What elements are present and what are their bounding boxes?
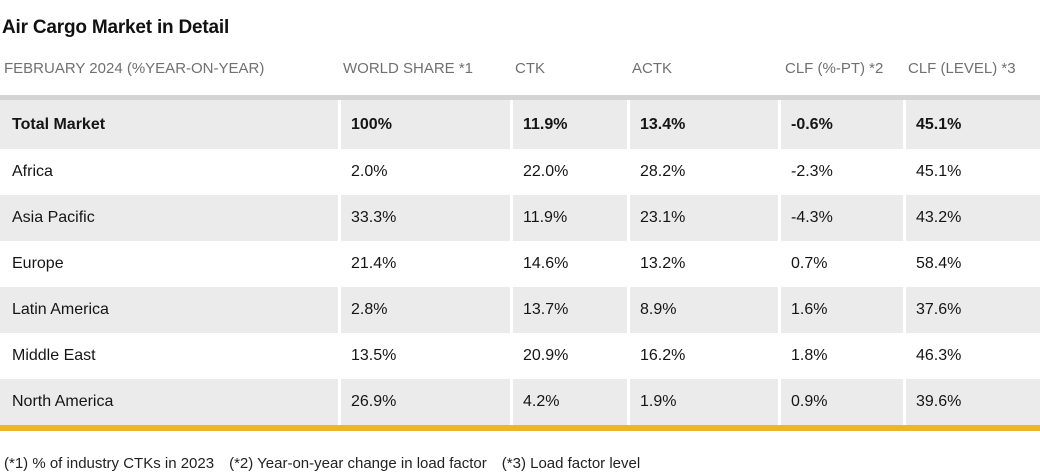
- cell-world-share: 2.8%: [341, 287, 513, 333]
- cell-clf-pt: 1.6%: [781, 287, 906, 333]
- cell-clf-pt: 0.9%: [781, 379, 906, 425]
- cell-actk: 16.2%: [630, 333, 781, 379]
- cell-ctk: 20.9%: [513, 333, 630, 379]
- cell-clf-pt: -0.6%: [781, 100, 906, 149]
- header-clf-level: CLF (LEVEL) *3: [908, 60, 1016, 77]
- data-table: Total Market 100% 11.9% 13.4% -0.6% 45.1…: [0, 95, 1040, 431]
- cell-clf-pt: -4.3%: [781, 195, 906, 241]
- table-row-europe: Europe 21.4% 14.6% 13.2% 0.7% 58.4%: [0, 241, 1040, 287]
- cell-ctk: 14.6%: [513, 241, 630, 287]
- cell-world-share: 21.4%: [341, 241, 513, 287]
- cell-clf-level: 45.1%: [916, 116, 962, 133]
- cell-world-share: 2.0%: [341, 149, 513, 195]
- cell-actk: 13.2%: [630, 241, 781, 287]
- cell-region: Middle East: [0, 333, 341, 379]
- footnote-3: (*3) Load factor level: [501, 455, 641, 472]
- cell-actk: 8.9%: [630, 287, 781, 333]
- cell-actk: 13.4%: [630, 100, 781, 149]
- header-actk: ACTK: [632, 60, 673, 77]
- cell-clf-level: 39.6%: [916, 393, 962, 410]
- cell-ctk: 11.9%: [513, 195, 630, 241]
- footnote-2: (*2) Year-on-year change in load factor: [229, 455, 487, 472]
- header-period: FEBRUARY 2024 (%YEAR-ON-YEAR): [4, 60, 265, 77]
- cell-world-share: 33.3%: [341, 195, 513, 241]
- header-clf-pt: CLF (%-PT) *2: [785, 60, 884, 77]
- table-row-africa: Africa 2.0% 22.0% 28.2% -2.3% 45.1%: [0, 149, 1040, 195]
- table-header: FEBRUARY 2024 (%YEAR-ON-YEAR) WORLD SHAR…: [0, 52, 1040, 86]
- cell-clf-level: 45.1%: [916, 163, 962, 180]
- cell-ctk: 4.2%: [513, 379, 630, 425]
- table-top-rule: [0, 95, 1040, 100]
- cell-actk: 23.1%: [630, 195, 781, 241]
- cell-region: Europe: [0, 241, 341, 287]
- table-row-total-market: Total Market 100% 11.9% 13.4% -0.6% 45.1…: [0, 100, 1040, 149]
- cell-world-share: 26.9%: [341, 379, 513, 425]
- cell-clf-pt: 0.7%: [781, 241, 906, 287]
- cell-clf-level: 46.3%: [916, 347, 962, 364]
- table-row-north-america: North America 26.9% 4.2% 1.9% 0.9% 39.6%: [0, 379, 1040, 425]
- cell-world-share: 13.5%: [341, 333, 513, 379]
- cell-region: Asia Pacific: [0, 195, 341, 241]
- footnotes: (*1) % of industry CTKs in 2023 (*2) Yea…: [4, 455, 640, 472]
- table-row-middle-east: Middle East 13.5% 20.9% 16.2% 1.8% 46.3%: [0, 333, 1040, 379]
- table-bottom-rule: [0, 425, 1040, 431]
- footnote-1: (*1) % of industry CTKs in 2023: [4, 455, 215, 472]
- cell-clf-level: 58.4%: [916, 255, 962, 272]
- table-row-asia-pacific: Asia Pacific 33.3% 11.9% 23.1% -4.3% 43.…: [0, 195, 1040, 241]
- cell-ctk: 13.7%: [513, 287, 630, 333]
- cell-actk: 28.2%: [630, 149, 781, 195]
- cell-region: Total Market: [0, 100, 341, 149]
- cell-clf-pt: -2.3%: [781, 149, 906, 195]
- cell-ctk: 22.0%: [513, 149, 630, 195]
- header-ctk: CTK: [515, 60, 545, 77]
- cell-region: North America: [0, 379, 341, 425]
- cell-ctk: 11.9%: [513, 100, 630, 149]
- header-world-share: WORLD SHARE *1: [343, 60, 474, 77]
- cell-region: Africa: [0, 149, 341, 195]
- cell-clf-level: 43.2%: [916, 209, 962, 226]
- table-row-latin-america: Latin America 2.8% 13.7% 8.9% 1.6% 37.6%: [0, 287, 1040, 333]
- page-title: Air Cargo Market in Detail: [2, 17, 230, 38]
- cell-clf-pt: 1.8%: [781, 333, 906, 379]
- cell-region: Latin America: [0, 287, 341, 333]
- cell-clf-level: 37.6%: [916, 301, 962, 318]
- cell-actk: 1.9%: [630, 379, 781, 425]
- cell-world-share: 100%: [341, 100, 513, 149]
